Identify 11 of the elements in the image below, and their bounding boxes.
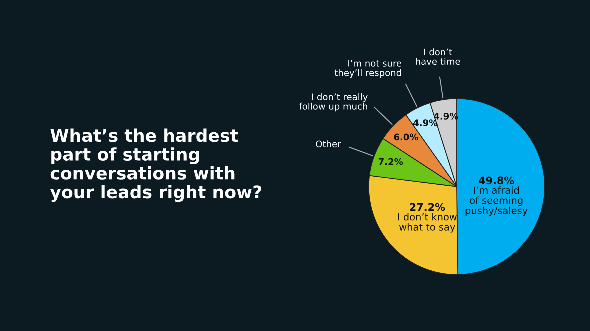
data-label: 49.8% (478, 176, 514, 185)
slice-label: I don’t know what to say (398, 213, 457, 233)
slice-label: Other (316, 140, 342, 148)
slice-label: I don’t have time (416, 48, 460, 66)
data-label: 27.2% (410, 203, 446, 212)
text: What’s the hardest part of starting conversations with your leads right now? (50, 128, 262, 202)
slice-label: I’m not sure they’ll respond (334, 60, 402, 78)
slice-label: I don’t really follow up much (299, 94, 368, 112)
data-label: 6.0% (394, 134, 418, 141)
slice-label: I’m afraid of seeming pushy/salesy (466, 186, 528, 216)
data-label: 7.2% (378, 158, 404, 166)
